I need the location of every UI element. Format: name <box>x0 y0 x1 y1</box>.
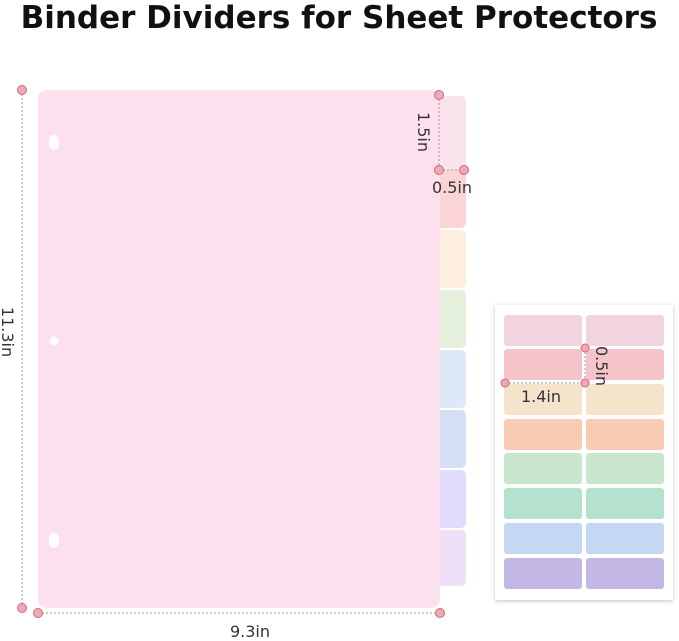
label-height-label: 0.5in <box>592 346 611 386</box>
label-dimension: 0.5in 1.4in <box>500 343 611 406</box>
label-width-label: 1.4in <box>521 387 561 406</box>
tab-dimension: 1.5in 0.5in <box>414 90 472 197</box>
tab-height-label: 1.5in <box>414 112 433 152</box>
labels <box>504 315 664 589</box>
height-dimension: 11.3in <box>0 85 27 613</box>
divider-sheet <box>38 90 440 608</box>
holes <box>49 135 59 548</box>
width-label: 9.3in <box>230 622 270 641</box>
title: Binder Dividers for Sheet Protectors <box>21 0 658 36</box>
height-label: 11.3in <box>0 307 17 357</box>
tab-width-label: 0.5in <box>432 178 472 197</box>
width-dimension: 9.3in <box>33 608 445 641</box>
